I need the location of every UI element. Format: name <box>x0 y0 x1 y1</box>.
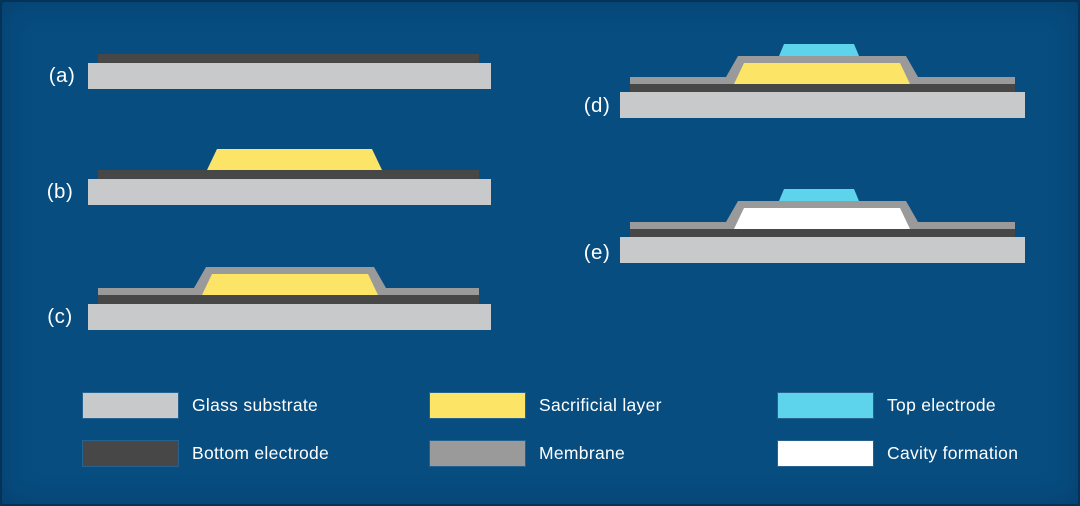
process-diagram: (a) (b) (c) (d) <box>47 44 1025 330</box>
glass-substrate-layer-e <box>620 237 1025 263</box>
legend-item-sacrificial-layer: Sacrificial layer <box>430 393 662 418</box>
legend-label: Cavity formation <box>887 443 1019 463</box>
panel-label-a: (a) <box>49 64 76 87</box>
cavity-formation-swatch <box>778 441 873 466</box>
legend-item-bottom-electrode: Bottom electrode <box>83 441 329 466</box>
legend-item-top-electrode: Top electrode <box>778 393 996 418</box>
bottom-electrode-layer-e <box>630 229 1015 237</box>
panel-b: (b) <box>47 149 491 205</box>
legend-label: Top electrode <box>887 395 996 415</box>
glass-substrate-layer-c <box>88 304 491 330</box>
legend-label: Membrane <box>539 443 626 463</box>
legend-item-glass-substrate: Glass substrate <box>83 393 318 418</box>
top-electrode-layer-d <box>779 44 859 56</box>
bottom-electrode-layer-d <box>630 84 1015 92</box>
legend-label: Bottom electrode <box>192 443 330 463</box>
cavity-layer-e <box>734 208 910 229</box>
panel-d: (d) <box>584 44 1025 118</box>
panel-e: (e) <box>584 189 1025 264</box>
legend-item-membrane: Membrane <box>430 441 625 466</box>
sacrificial-layer-d <box>734 63 910 84</box>
panel-label-e: (e) <box>584 241 611 264</box>
bottom-electrode-layer-b <box>98 170 479 179</box>
sacrificial-layer-swatch <box>430 393 525 418</box>
bottom-electrode-layer-c <box>98 295 479 304</box>
bottom-electrode-layer-a <box>98 54 479 63</box>
glass-substrate-layer-a <box>88 63 491 89</box>
legend-label: Sacrificial layer <box>539 395 662 415</box>
bottom-electrode-swatch <box>83 441 178 466</box>
panel-label-b: (b) <box>47 180 74 203</box>
sacrificial-layer-c <box>202 274 378 295</box>
glass-substrate-layer-b <box>88 179 491 205</box>
glass-substrate-layer-d <box>620 92 1025 118</box>
panel-c: (c) <box>47 267 491 330</box>
top-electrode-layer-e <box>779 189 859 201</box>
membrane-swatch <box>430 441 525 466</box>
panel-label-d: (d) <box>584 94 611 117</box>
legend-label: Glass substrate <box>192 395 319 415</box>
legend-item-cavity-formation: Cavity formation <box>778 441 1018 466</box>
panel-label-c: (c) <box>47 305 72 328</box>
top-electrode-swatch <box>778 393 873 418</box>
glass-substrate-swatch <box>83 393 178 418</box>
sacrificial-layer-b <box>207 149 382 170</box>
panel-a: (a) <box>49 54 491 89</box>
